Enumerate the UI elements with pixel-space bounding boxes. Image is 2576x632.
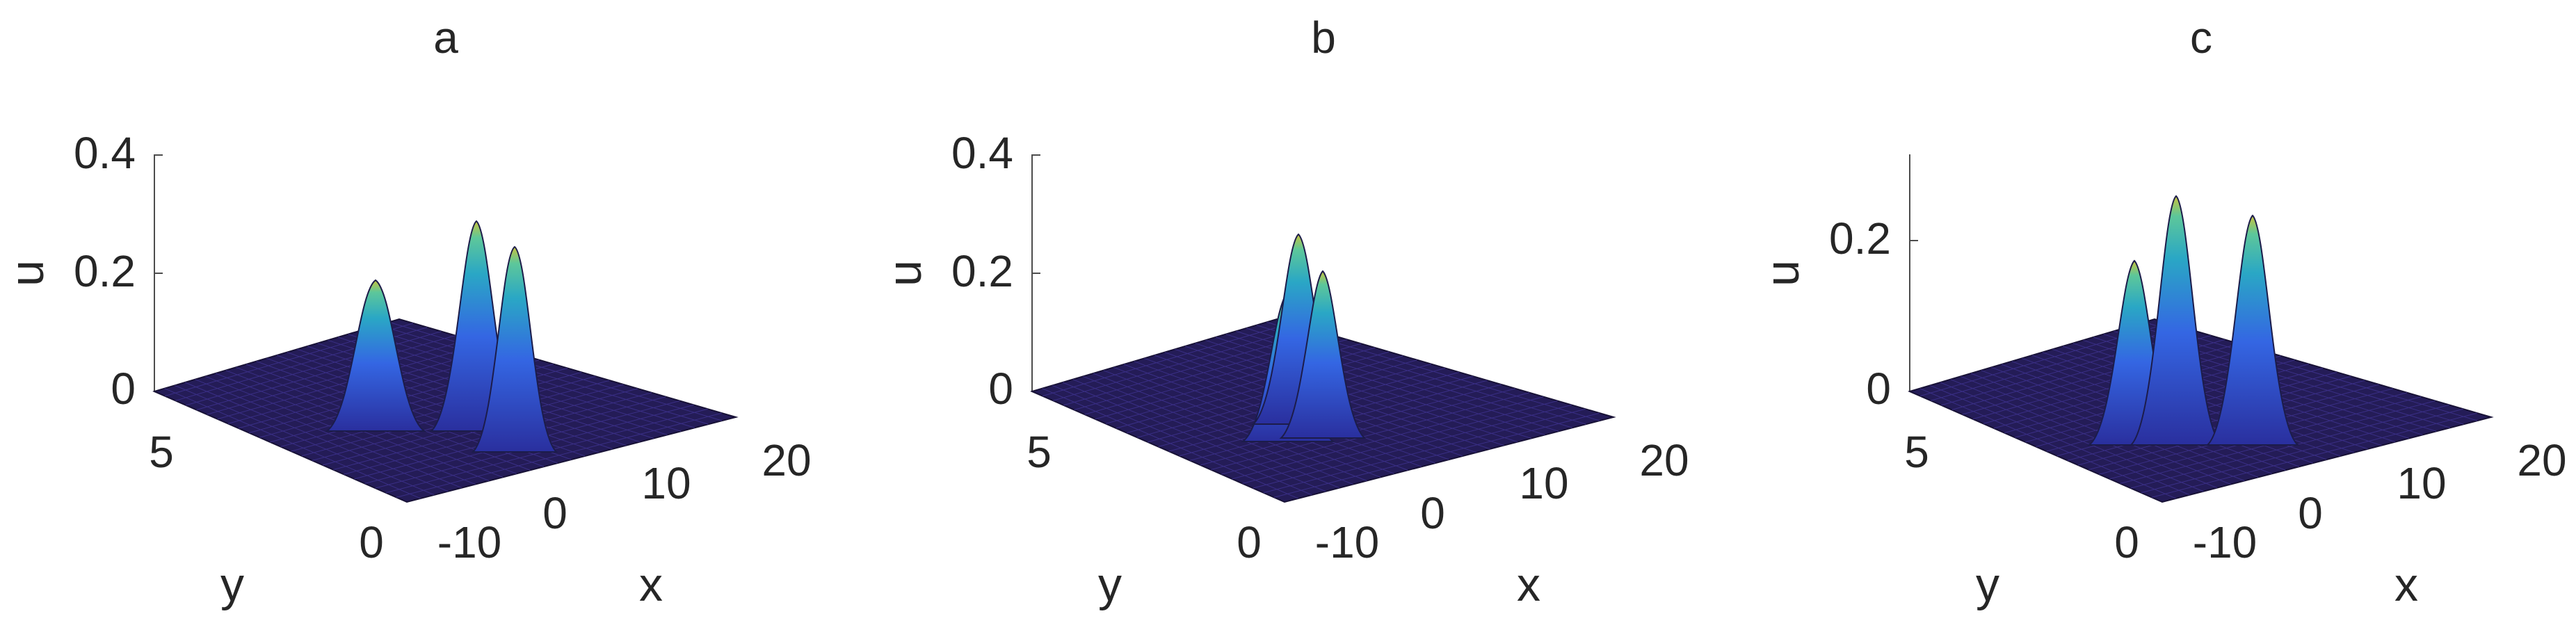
x-tick-label-10-b: 10 [1519,458,1568,508]
surface-mesh-line-2-v23 [2151,412,2477,498]
title-c: c [2190,13,2212,63]
x-tick-label-neg10-c: -10 [2193,517,2257,567]
z-tick-label-0-c: 0 [1866,364,1891,414]
peak-1-a [324,279,427,432]
surface-mesh-line-2-v22 [2141,408,2463,494]
z-tick-label-1-b: 0.2 [951,246,1013,296]
x-tick-label-0-a: 0 [542,488,567,538]
x-axis-label-a: x [639,558,663,611]
surface-mesh-line-1-v21 [1253,404,1572,489]
x-axis-label-b: x [1517,558,1540,611]
title-a: a [433,13,458,63]
peak-3-a [471,245,558,453]
x-tick-label-10-a: 10 [641,458,691,508]
z-tick-label-0-a: 0 [111,364,136,414]
peak-3-b [1279,270,1367,439]
z-axis-label-a: u [1,260,54,286]
y-tick-label-5-a: 5 [149,427,174,477]
z-axis-label-c: u [1756,260,1809,286]
x-axis-label-c: x [2394,558,2418,611]
x-tick-label-0-c: 0 [2298,488,2323,538]
surface-mesh-line-0-v23 [396,412,722,498]
y-axis-label-b: y [1098,558,1122,611]
panel-b: b 0 0.2 0.4 u 5 0 y -10 0 10 20 x [878,13,1689,611]
x-tick-label-20-c: 20 [2517,435,2566,485]
y-tick-label-0-a: 0 [359,517,384,567]
z-tick-label-1-c: 0.2 [1829,213,1891,264]
title-b: b [1311,13,1336,63]
peak-3-c [2205,214,2300,446]
peak-2-c [2129,195,2223,446]
surface-mesh-line-1-v20 [1242,400,1558,484]
y-axis-label-a: y [220,558,244,611]
x-tick-label-20-a: 20 [762,435,811,485]
y-tick-label-5-c: 5 [1904,427,1929,477]
z-axis-label-b: u [878,260,931,286]
panel-a: a 0 0.2 0.4 u 5 0 y -10 0 10 20 x [1,13,812,611]
z-tick-label-2-b: 0.4 [951,128,1013,178]
y-axis-label-c: y [1976,558,1999,611]
y-tick-label-5-b: 5 [1027,427,1052,477]
surface-mesh-line-2-u23 [2144,321,2478,421]
z-tick-label-0-b: 0 [988,364,1013,414]
surface-mesh-line-0-u23 [389,321,723,421]
z-tick-label-1-a: 0.2 [74,246,136,296]
y-tick-label-0-b: 0 [1237,517,1262,567]
y-tick-label-0-c: 0 [2114,517,2139,567]
surface-mesh-line-0-u22 [378,325,709,425]
surface-mesh-line-1-v23 [1273,412,1600,498]
x-tick-label-neg10-b: -10 [1315,517,1380,567]
x-tick-label-neg10-a: -10 [437,517,502,567]
x-tick-label-0-b: 0 [1420,488,1445,538]
x-tick-label-20-b: 20 [1639,435,1689,485]
surface-mesh-line-2-v21 [2130,404,2449,489]
panel-c: c 0 0.2 u 5 0 y -10 0 10 20 x [1756,13,2567,611]
x-tick-label-10-c: 10 [2397,458,2446,508]
surface-mesh-line-1-v22 [1263,408,1586,494]
z-tick-label-2-a: 0.4 [74,128,136,178]
